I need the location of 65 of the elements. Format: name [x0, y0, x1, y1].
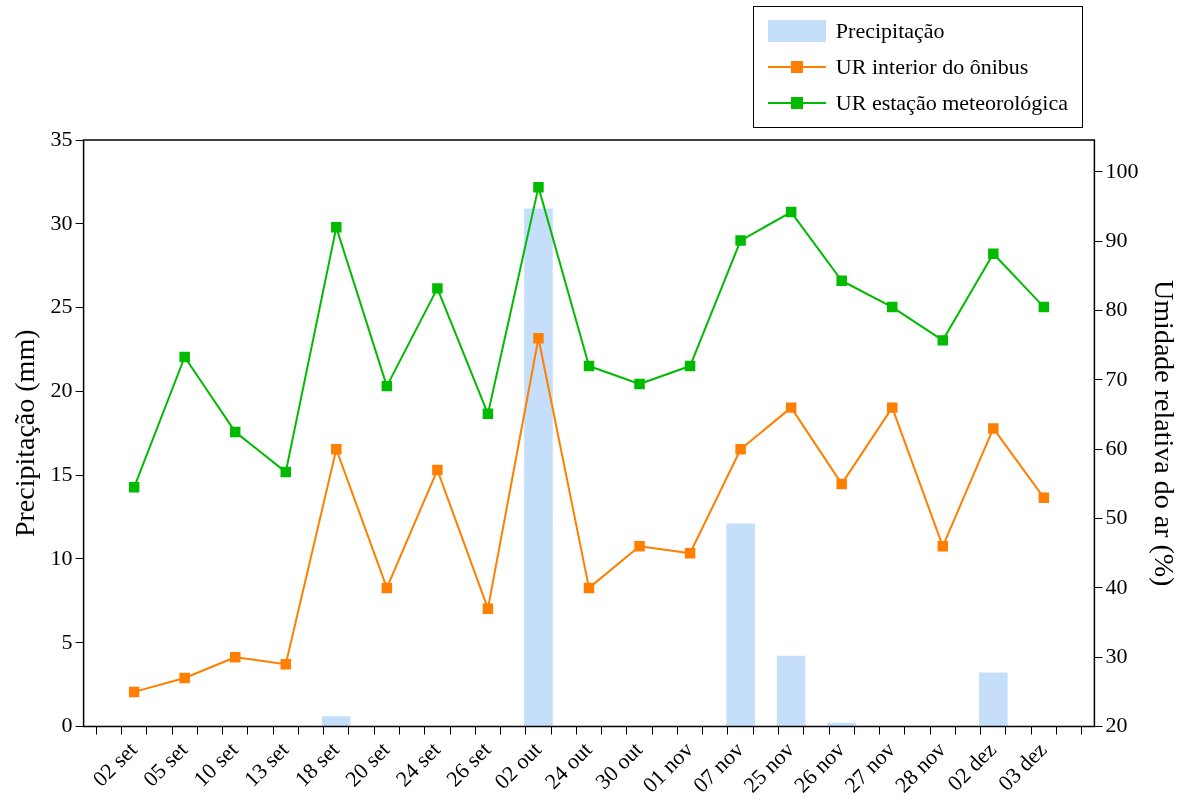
- point: [684, 360, 696, 372]
- legend-label: UR estação meteorológica: [835, 90, 1068, 116]
- y2-tick-label: 40: [1105, 573, 1128, 599]
- point: [937, 541, 949, 552]
- point: [583, 582, 595, 594]
- point: [331, 222, 342, 233]
- point: [229, 651, 241, 663]
- y2-tick-label: 60: [1105, 435, 1128, 460]
- y-tick-label: 5: [61, 628, 73, 654]
- point: [634, 541, 645, 552]
- point: [381, 380, 393, 392]
- bar: [321, 716, 351, 727]
- legend-label: UR interior do ônibus: [835, 54, 1029, 80]
- point: [280, 658, 291, 670]
- point: [229, 426, 241, 438]
- point: [533, 181, 544, 193]
- point: [684, 547, 696, 559]
- bar: [978, 672, 1008, 727]
- y-tick-label: 25: [50, 293, 73, 319]
- y-axis-title: Precipitação (mm): [9, 329, 41, 538]
- y2-tick-label: 90: [1105, 227, 1128, 253]
- point: [634, 378, 645, 390]
- point: [988, 248, 999, 259]
- point: [331, 443, 342, 455]
- point: [887, 402, 898, 413]
- y-tick-label: 15: [50, 460, 73, 486]
- point: [836, 478, 847, 490]
- legend-label: Precipitação: [835, 18, 945, 44]
- point: [937, 335, 949, 346]
- point: [179, 672, 190, 684]
- point: [533, 333, 544, 344]
- y-tick-label: 30: [50, 209, 73, 235]
- point: [735, 235, 746, 246]
- y-tick-label: 35: [50, 125, 73, 151]
- point: [583, 360, 595, 372]
- y-tick-label: 20: [50, 377, 73, 403]
- point: [785, 402, 797, 413]
- point: [988, 423, 999, 434]
- bar: [726, 523, 755, 727]
- point: [1038, 301, 1050, 313]
- point: [381, 582, 393, 594]
- point: [482, 408, 494, 420]
- bar: [524, 208, 553, 727]
- point: [785, 206, 797, 218]
- y2-tick-label: 80: [1105, 296, 1128, 322]
- y2-tick-label: 30: [1105, 643, 1128, 668]
- point: [280, 466, 291, 478]
- y2-tick-label: 100: [1105, 157, 1139, 183]
- point: [887, 301, 898, 313]
- point: [128, 686, 140, 698]
- y-tick-label: 10: [50, 544, 73, 570]
- y2-axis-title: Umidade relativa do ar (%): [1148, 280, 1180, 587]
- bar: [776, 655, 806, 727]
- point: [482, 603, 494, 614]
- y2-tick-label: 20: [1105, 712, 1128, 738]
- y2-tick-label: 70: [1105, 365, 1128, 391]
- point: [432, 464, 443, 476]
- point: [128, 482, 140, 493]
- y2-tick-label: 50: [1105, 504, 1128, 530]
- point: [179, 351, 190, 363]
- point: [836, 275, 847, 286]
- point: [432, 283, 443, 294]
- y-tick-label: 0: [61, 712, 73, 738]
- point: [1038, 492, 1050, 503]
- point: [735, 443, 746, 455]
